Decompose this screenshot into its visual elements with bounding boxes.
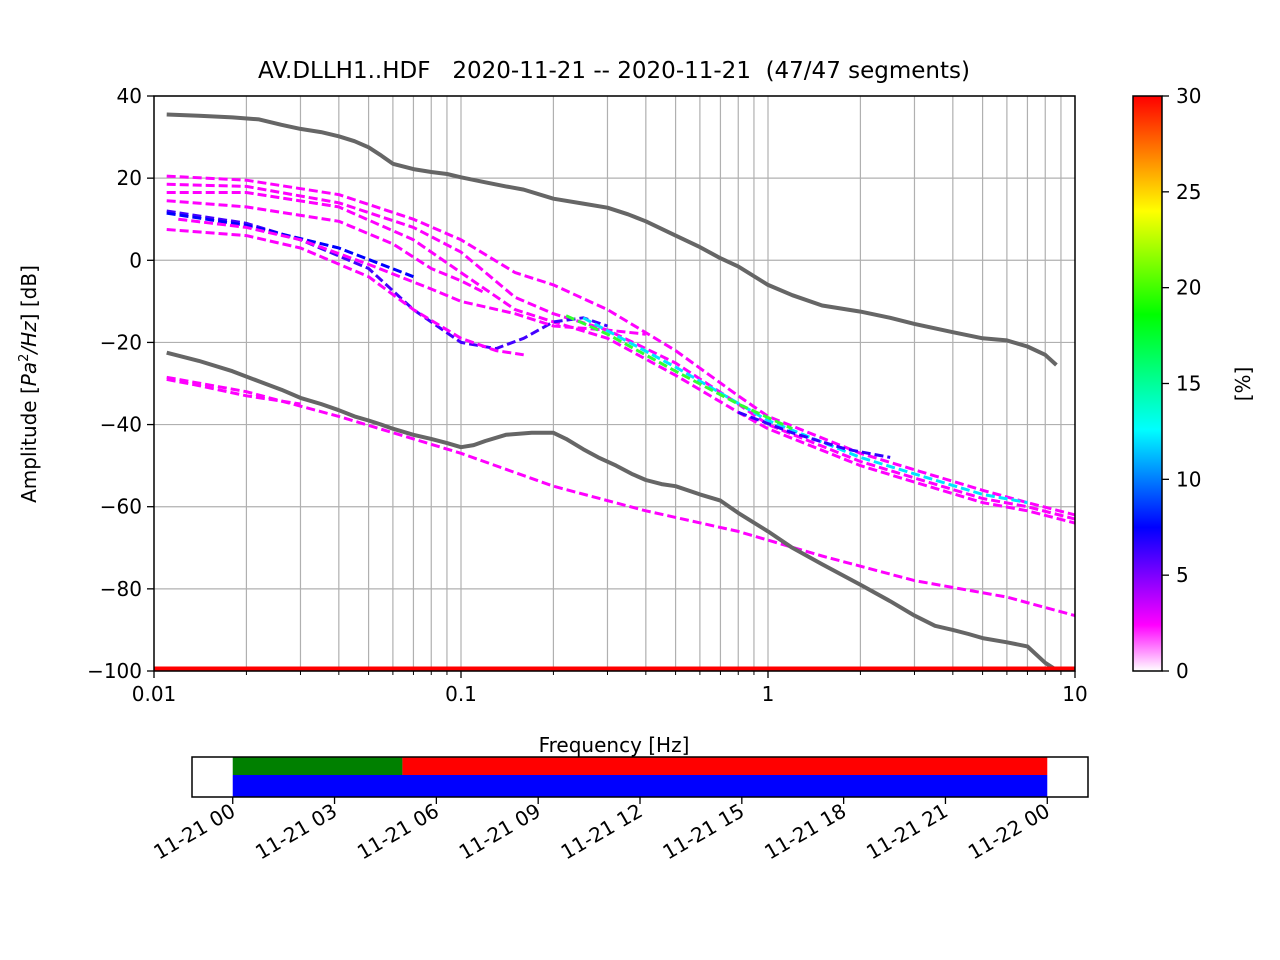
plot-frame: [153, 95, 1076, 672]
psd-segment-trace: [166, 199, 486, 295]
y-tick-label: 0: [129, 248, 142, 272]
colorbar-ticks: 0 5 10 15 20 25 30: [1162, 84, 1201, 683]
timeline-top-bar: [402, 757, 1048, 775]
x-axis-ticks: 0.01 0.1 1 10: [132, 671, 1088, 706]
colorbar-label: [%]: [1231, 367, 1255, 402]
timeline-tick-label: 11-22 00: [964, 799, 1054, 865]
colorbar-tick-label: 30: [1176, 84, 1201, 108]
timeline-bars: [232, 757, 1048, 797]
timeline-tick-label: 11-21 18: [760, 799, 850, 865]
colorbar-tick-label: 25: [1176, 180, 1201, 204]
timeline-ticks: 11-21 00 11-21 03 11-21 06 11-21 09 11-21 12…: [149, 797, 1054, 865]
chart-title: AV.DLLH1..HDF 2020-11-21 -- 2020-11-21 (…: [258, 58, 970, 84]
timeline-tick-label: 11-21 09: [455, 799, 545, 865]
timeline-tick-label: 11-21 00: [149, 799, 239, 865]
psd-segment-trace: [166, 182, 1075, 521]
x-tick-label: 0.01: [132, 682, 177, 706]
psd-segment-trace: [565, 314, 793, 431]
timeline-tick-label: 11-21 03: [251, 799, 341, 865]
timeline-tick-label: 11-21 06: [353, 799, 443, 865]
y-axis-ticks: 40 20 0 −20 −40 −60 −80 −100: [87, 84, 154, 683]
psd-segment-trace: [737, 410, 891, 459]
colorbar-tick-label: 5: [1176, 563, 1189, 587]
timeline-tick-label: 11-21 15: [658, 799, 748, 865]
psd-segment-trace: [166, 375, 1075, 618]
high-noise-model-line: [166, 112, 1058, 367]
psd-segment-trace: [582, 316, 1028, 505]
timeline-top-bar: [232, 757, 403, 775]
y-tick-label: −40: [100, 413, 142, 437]
psd-segment-trace: [178, 217, 646, 336]
x-axis-label: Frequency [Hz]: [539, 733, 690, 757]
noise-model-lines: [166, 112, 1060, 671]
psd-segment-trace: [166, 174, 1075, 517]
colorbar-tick-label: 20: [1176, 276, 1201, 300]
colorbar-gradient: [1132, 95, 1163, 672]
low-noise-model-line: [166, 350, 1060, 671]
timeline-tick-label: 11-21 21: [862, 799, 952, 865]
colorbar-tick-label: 15: [1176, 372, 1201, 396]
psd-segment-trace: [166, 211, 414, 279]
data-availability-timeline: 11-21 00 11-21 03 11-21 06 11-21 09 11-21 12…: [149, 756, 1089, 865]
psd-segment-trace: [166, 228, 524, 357]
timeline-bottom-bar: [232, 775, 1048, 797]
colorbar-tick-label: 0: [1176, 659, 1189, 683]
psd-segment-lines: [166, 174, 1075, 618]
x-tick-label: 0.1: [445, 682, 477, 706]
y-tick-label: −20: [100, 330, 142, 354]
x-tick-label: 10: [1062, 682, 1087, 706]
y-tick-label: −80: [100, 577, 142, 601]
colorbar-tick-label: 10: [1176, 467, 1201, 491]
y-axis-label: Amplitude [Pa2/Hz] [dB]: [17, 265, 41, 503]
psd-segment-trace: [166, 377, 301, 406]
psd-plot-area: 0.01 0.1 1 10 40 20 0 −20 −40 −60 −80 −100: [87, 84, 1088, 706]
y-tick-label: 40: [117, 84, 142, 108]
y-tick-label: −100: [87, 659, 142, 683]
colorbar: 0 5 10 15 20 25 30 [%]: [1132, 84, 1255, 683]
psd-segment-trace: [166, 191, 1075, 525]
y-tick-label: −60: [100, 495, 142, 519]
y-tick-label: 20: [117, 166, 142, 190]
timeline-tick-label: 11-21 12: [557, 799, 647, 865]
x-tick-label: 1: [762, 682, 775, 706]
